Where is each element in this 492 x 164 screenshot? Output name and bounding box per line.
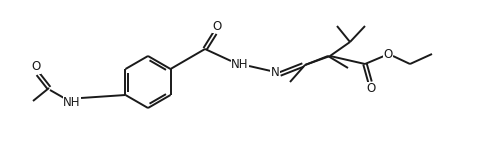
Text: NH: NH <box>63 95 81 109</box>
Text: N: N <box>271 66 279 80</box>
Text: O: O <box>367 82 375 95</box>
Text: O: O <box>31 61 41 73</box>
Text: O: O <box>213 20 221 32</box>
Text: O: O <box>383 49 393 62</box>
Text: NH: NH <box>231 58 249 71</box>
